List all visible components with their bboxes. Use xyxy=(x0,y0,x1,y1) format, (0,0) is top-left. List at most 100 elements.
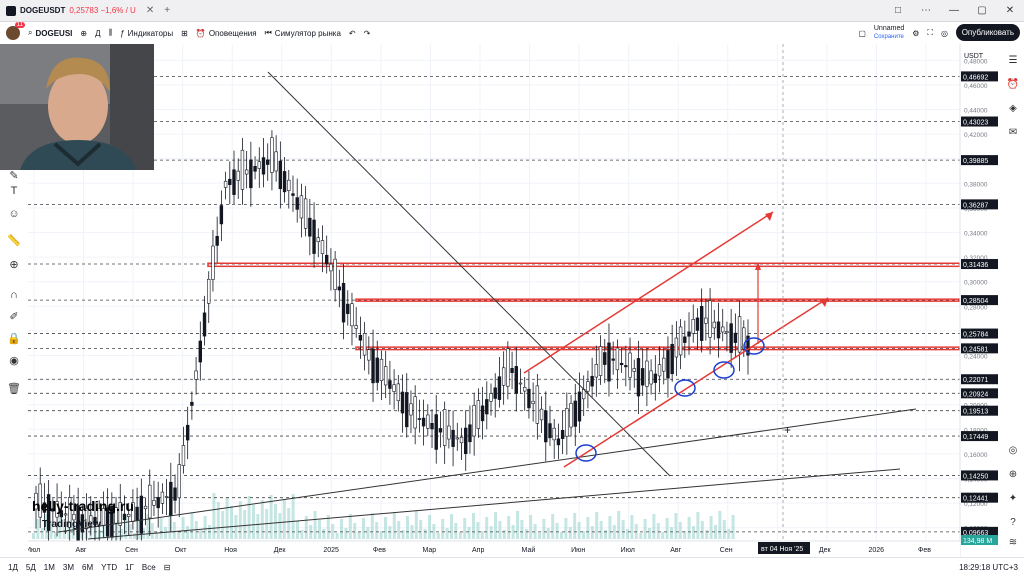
range-ytd[interactable]: YTD xyxy=(101,563,118,572)
candle-body-49 xyxy=(240,149,245,190)
candle-body-4 xyxy=(51,508,55,512)
range-5d[interactable]: 5Д xyxy=(25,563,36,572)
snapshot-icon[interactable]: □ xyxy=(894,5,902,16)
time-tick-13: Авг xyxy=(670,547,681,554)
candle-body-110 xyxy=(497,376,502,400)
volume-bar-38 xyxy=(199,530,203,539)
chat-icon[interactable]: ✉ xyxy=(1008,127,1018,138)
price-axis[interactable]: USDT0,480000,460000,440000,420000,400000… xyxy=(959,44,1002,557)
volume-bar-25 xyxy=(142,528,145,539)
candle-body-111 xyxy=(501,367,506,386)
range-all[interactable]: Все xyxy=(141,563,156,572)
candle-body-84 xyxy=(388,380,392,389)
candle-body-147 xyxy=(653,373,658,383)
text-icon[interactable]: T xyxy=(10,185,18,197)
time-tick-16: Дек xyxy=(819,547,832,554)
help-icon[interactable]: ? xyxy=(1010,517,1016,528)
lock-icon[interactable]: 🔒 xyxy=(7,333,21,345)
lightbulb-icon[interactable]: ✦ xyxy=(1008,493,1018,504)
volume-bar-148 xyxy=(683,531,687,539)
magnet-icon[interactable]: ∩ xyxy=(10,289,18,301)
candle-body-26 xyxy=(143,505,148,510)
trash-icon[interactable]: 🗑 xyxy=(7,383,21,395)
browser-tab[interactable]: DOGEUSDT 0,25783 −1,6% / U ✕ + xyxy=(0,0,170,21)
new-tab-icon[interactable]: + xyxy=(164,5,171,16)
add-icon[interactable]: ⊕ xyxy=(1008,469,1018,480)
layers-icon[interactable]: ◈ xyxy=(1009,103,1017,114)
title-bar: DOGEUSDT 0,25783 −1,6% / U ✕ + □ ⋯ — ▢ ✕ xyxy=(0,0,1024,22)
candle-body-80 xyxy=(371,348,375,384)
pencil-lock-icon[interactable]: ✐ xyxy=(9,311,19,323)
minimize-icon[interactable]: — xyxy=(949,5,959,16)
broadcast-icon[interactable]: ≋ xyxy=(1008,537,1018,548)
redo-button[interactable]: ↷ xyxy=(364,29,371,38)
candle-body-128 xyxy=(573,400,577,427)
candle-body-100 xyxy=(455,437,460,440)
avatar[interactable]: 11 xyxy=(6,22,25,40)
candle-body-75 xyxy=(350,303,354,327)
layout-icon[interactable]: ▢ xyxy=(858,28,866,38)
candle-body-86 xyxy=(396,383,401,402)
undo-button[interactable]: ↶ xyxy=(349,29,356,38)
more-icon[interactable]: ⋯ xyxy=(921,5,931,16)
volume-bar-1 xyxy=(36,519,40,539)
candle-body-17 xyxy=(105,507,110,537)
publish-button[interactable]: Опубликовать xyxy=(955,24,1020,41)
symbol-search[interactable]: ⌕ DOGEUSI xyxy=(28,28,72,38)
layout-name[interactable]: Unnamed Сохраните xyxy=(874,25,904,41)
range-6m[interactable]: 6М xyxy=(82,563,94,572)
fullscreen-icon[interactable]: ⛶ xyxy=(927,28,934,37)
compare-button[interactable]: ⊕ xyxy=(80,29,87,38)
close-window-icon[interactable]: ✕ xyxy=(1005,5,1015,16)
settings-icon[interactable]: ⚙ xyxy=(912,28,920,38)
volume-bar-76 xyxy=(366,527,370,539)
volume-bar-44 xyxy=(225,497,229,539)
brush-icon[interactable]: ✎ xyxy=(9,170,19,182)
volume-bar-83 xyxy=(397,521,401,539)
volume-bar-0 xyxy=(32,533,35,539)
candle-body-2 xyxy=(42,502,47,513)
candle-body-149 xyxy=(662,357,666,372)
eye-icon[interactable]: ◉ xyxy=(9,355,19,367)
alerts-button[interactable]: ⏰ Оповещения xyxy=(196,29,257,38)
notification-badge: 11 xyxy=(14,22,25,28)
replay-button[interactable]: ⏮ Симулятор рынка xyxy=(265,28,341,38)
layout-grid-button[interactable]: ⊞ xyxy=(181,29,188,38)
price-chart[interactable]: + USDT0,480000,460000,440000,420000,4000… xyxy=(28,44,1002,557)
watchlist-icon[interactable]: ☰ xyxy=(1008,55,1018,66)
interval-button[interactable]: Д xyxy=(95,28,101,38)
volume-bar-129 xyxy=(599,521,603,539)
range-1y[interactable]: 1Г xyxy=(125,563,134,572)
volume-bar-62 xyxy=(304,516,308,539)
volume-bar-117 xyxy=(546,528,550,539)
emoji-icon[interactable]: ☺ xyxy=(8,208,20,220)
price-label-7: 0,24581 xyxy=(963,346,988,353)
volume-bar-92 xyxy=(436,533,440,539)
volume-bar-127 xyxy=(590,526,594,539)
indicators-button[interactable]: ƒ Индикаторы xyxy=(120,29,173,38)
range-1m[interactable]: 1М xyxy=(43,563,55,572)
volume-bar-143 xyxy=(661,532,665,539)
volume-bar-19 xyxy=(115,520,119,539)
close-tab-icon[interactable]: ✕ xyxy=(145,5,155,16)
candle-body-157 xyxy=(695,317,700,331)
candle-body-68 xyxy=(320,240,325,254)
fx-icon: ƒ xyxy=(120,28,125,38)
time-axis[interactable]: Июл Авг Сен Окт Ноя Дек 2025 Фев Мар Апр Май Июн Июл… xyxy=(28,540,960,557)
date-range-icon[interactable]: ⊟ xyxy=(163,563,171,572)
candle-body-107 xyxy=(485,399,489,415)
range-3m[interactable]: 3М xyxy=(62,563,74,572)
target-icon[interactable]: ◎ xyxy=(1008,445,1018,456)
volume-bar-96 xyxy=(454,523,458,539)
ruler-icon[interactable]: 📏 xyxy=(7,235,21,247)
alarm-clock-icon[interactable]: ⏰ xyxy=(1006,79,1020,90)
zoom-in-icon[interactable]: ⊕ xyxy=(9,259,19,271)
volume-bar-31 xyxy=(168,513,172,539)
time-tick-18: Фев xyxy=(918,547,931,554)
camera-icon[interactable]: ◎ xyxy=(941,28,948,38)
plus-circle-icon: ⊕ xyxy=(80,28,88,38)
maximize-icon[interactable]: ▢ xyxy=(977,5,987,16)
range-1d[interactable]: 1Д xyxy=(8,563,18,572)
chart-type-button[interactable]: ⫼ xyxy=(109,28,113,38)
price-tick-0: 0,48000 xyxy=(964,58,988,65)
